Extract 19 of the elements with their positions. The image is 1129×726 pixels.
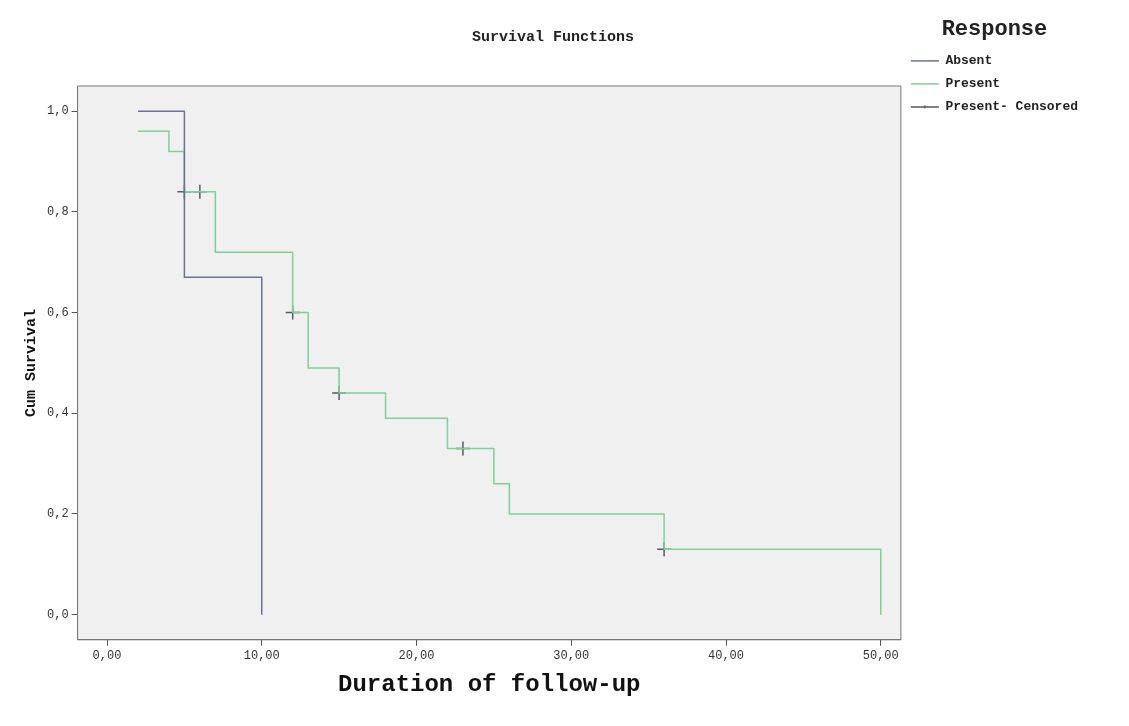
x-tick-label: 50,00: [862, 649, 899, 664]
legend-title: Response: [941, 16, 1048, 42]
y-axis-title: Cum Survival: [22, 308, 40, 417]
y-tick-label: 0,2: [46, 507, 69, 522]
legend-label: Absent: [945, 53, 993, 69]
x-tick-label: 30,00: [553, 649, 590, 664]
y-tick-label: 0,0: [46, 607, 69, 622]
x-tick-label: 40,00: [708, 649, 745, 664]
x-axis-title: Duration of follow-up: [338, 670, 641, 698]
y-tick-label: 0,6: [46, 305, 69, 320]
x-tick-label: 20,00: [398, 649, 435, 664]
legend-label: Present: [945, 76, 1000, 92]
y-tick-label: 1,0: [46, 104, 69, 119]
chart-title: Survival Functions: [471, 28, 635, 46]
x-tick-label: 10,00: [243, 649, 280, 664]
y-tick-label: 0,4: [46, 406, 69, 421]
legend-label: Present- Censored: [945, 99, 1078, 115]
y-tick-label: 0,8: [46, 205, 69, 220]
x-tick-label: 0,00: [92, 649, 122, 664]
